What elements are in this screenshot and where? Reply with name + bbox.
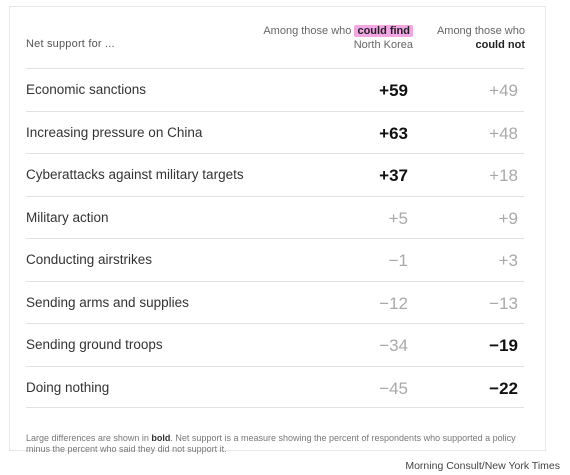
- table-header: Net support for ... Among those who coul…: [0, 0, 570, 68]
- footnote: Large differences are shown in bold. Net…: [26, 433, 536, 455]
- footnote-bold-word: bold: [151, 433, 171, 443]
- table-row: Economic sanctions +59 +49: [26, 68, 524, 111]
- footnote-pre: Large differences are shown in: [26, 433, 152, 443]
- value-could-find: +59: [379, 81, 408, 100]
- value-could-not: +49: [489, 81, 518, 100]
- table-frame: [9, 6, 546, 451]
- value-could-not: +3: [498, 251, 518, 270]
- value-could-find: +5: [388, 208, 408, 228]
- source-credit: Morning Consult/New York Times: [405, 460, 560, 472]
- value-could-find: +37: [379, 166, 408, 185]
- value-could-find: −45: [379, 378, 408, 398]
- table-row: Doing nothing −45 −22: [26, 365, 524, 408]
- row-label: Cyberattacks against military targets: [26, 167, 244, 182]
- row-header-label: Net support for ...: [26, 38, 115, 50]
- table-row: Sending arms and supplies −12 −13: [26, 280, 524, 324]
- value-could-not: −22: [489, 378, 518, 398]
- column-header-pre: Among those who: [436, 25, 525, 37]
- row-label: Sending ground troops: [26, 337, 163, 352]
- value-could-not: +48: [489, 123, 518, 143]
- value-could-find: −34: [379, 336, 408, 355]
- footnote-post: . Net support is a measure showing the p…: [26, 433, 516, 454]
- value-could-find: −1: [388, 251, 408, 270]
- row-label: Doing nothing: [26, 379, 110, 395]
- table-row: Cyberattacks against military targets +37…: [26, 153, 524, 196]
- row-label: Conducting airstrikes: [26, 252, 153, 267]
- table-row: Military action +5 +9: [26, 195, 524, 239]
- column-header-post: North Korea: [353, 39, 413, 51]
- column-header-could-find: Among those who could find North Korea: [250, 24, 413, 52]
- value-could-find: −12: [379, 293, 408, 313]
- column-header-highlight: could find: [354, 25, 413, 37]
- row-label: Military action: [26, 209, 109, 225]
- table-row: Increasing pressure on China +63 +48: [26, 110, 524, 154]
- table-row: Sending ground troops −34 −19: [26, 323, 524, 366]
- table-body: Economic sanctions +59 +49 Increasing press…: [26, 68, 524, 408]
- column-header-pre: Among those who: [263, 25, 352, 37]
- table-row: Conducting airstrikes −1 +3: [26, 238, 524, 281]
- row-label: Increasing pressure on China: [26, 124, 203, 140]
- value-could-not: +18: [489, 166, 518, 185]
- value-could-not: −19: [489, 336, 518, 355]
- column-header-could-not: Among those who could not: [425, 24, 525, 52]
- value-could-not: +9: [498, 208, 518, 228]
- column-header-key: could not: [475, 39, 526, 51]
- row-label: Sending arms and supplies: [26, 294, 189, 310]
- row-label: Economic sanctions: [26, 82, 147, 97]
- value-could-find: +63: [379, 123, 408, 143]
- value-could-not: −13: [489, 293, 518, 313]
